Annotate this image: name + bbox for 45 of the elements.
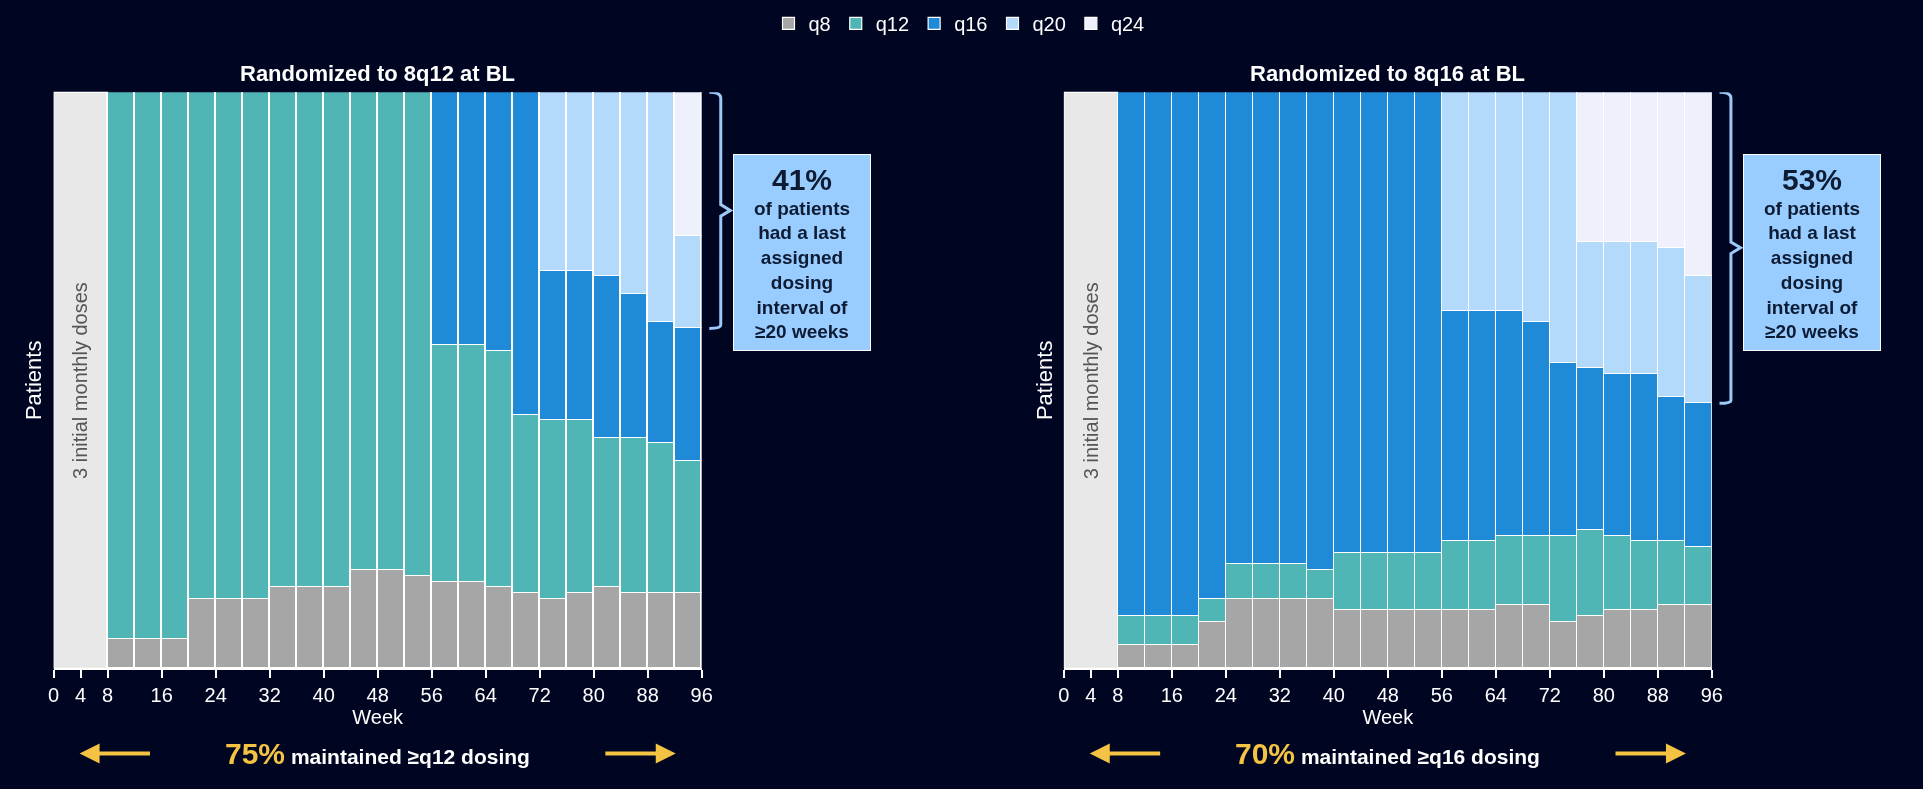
x-tick-label: 64 xyxy=(474,684,497,707)
x-tick-label: 16 xyxy=(1160,684,1183,707)
x-tick-label: 56 xyxy=(420,684,443,707)
chart-title: Randomized to 8q12 at BL xyxy=(240,61,516,86)
x-tick-label: 96 xyxy=(1700,684,1723,707)
y-axis-title: Patients xyxy=(21,340,47,421)
x-tick-label: 8 xyxy=(102,684,114,707)
x-tick-label: 16 xyxy=(150,684,173,707)
x-tick-label: 80 xyxy=(1592,684,1615,707)
x-tick-label: 40 xyxy=(1322,684,1345,707)
x-tick-label: 24 xyxy=(1214,684,1237,707)
x-tick-label: 80 xyxy=(582,684,605,707)
y-axis-title: Patients xyxy=(1031,340,1057,421)
x-tick-label: 72 xyxy=(1538,684,1561,707)
x-tick-label: 64 xyxy=(1484,684,1507,707)
x-tick-label: 56 xyxy=(1430,684,1453,707)
x-axis-title: Week xyxy=(352,706,405,729)
x-tick-label: 40 xyxy=(312,684,335,707)
x-tick-label: 48 xyxy=(1376,684,1399,707)
legend-label: q20 xyxy=(1032,13,1066,36)
chart-title: Randomized to 8q16 at BL xyxy=(1250,61,1526,86)
band-label: 3 initial monthly doses xyxy=(69,282,92,479)
x-tick-label: 4 xyxy=(75,684,87,707)
legend-label: q8 xyxy=(808,13,831,36)
legend-label: q16 xyxy=(954,13,988,36)
x-tick-label: 88 xyxy=(1646,684,1669,707)
x-tick-label: 8 xyxy=(1112,684,1124,707)
x-tick-label: 72 xyxy=(528,684,551,707)
x-tick-label: 0 xyxy=(48,684,60,707)
x-tick-label: 32 xyxy=(1268,684,1291,707)
text: 41% of patients had a last assigned dosing interval of ≥20 weeks xyxy=(753,163,851,343)
text: 53% of patients had a last assigned dosing interval of ≥20 weeks xyxy=(1763,163,1861,343)
x-tick-label: 48 xyxy=(366,684,389,707)
legend-label: q12 xyxy=(875,13,910,36)
x-axis-title: Week xyxy=(1362,706,1415,729)
x-tick-label: 24 xyxy=(204,684,227,707)
band-label: 3 initial monthly doses xyxy=(1079,282,1102,480)
x-tick-label: 4 xyxy=(1085,684,1097,707)
text: 75% maintained ≥q12 dosing xyxy=(225,737,530,770)
x-tick-label: 96 xyxy=(690,684,713,707)
x-tick-label: 88 xyxy=(636,684,659,707)
x-tick-label: 32 xyxy=(258,684,281,707)
x-tick-label: 0 xyxy=(1058,684,1070,707)
legend-label: q24 xyxy=(1110,13,1145,36)
text: 70% maintained ≥q16 dosing xyxy=(1235,737,1540,770)
